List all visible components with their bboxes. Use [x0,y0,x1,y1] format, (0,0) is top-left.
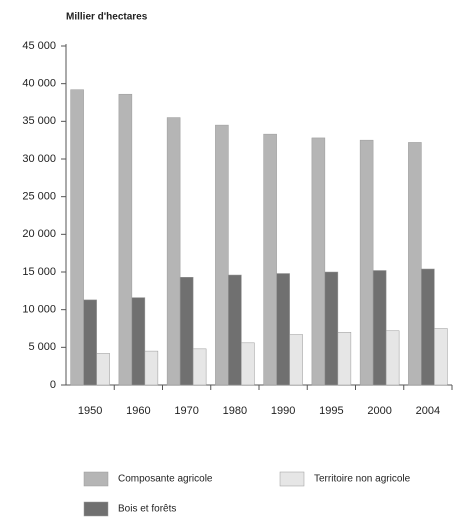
bar [166,117,181,386]
bar [324,271,339,386]
y-tick-label: 25 000 [22,191,56,203]
legend-swatch [83,471,109,487]
x-tick-label: 1960 [126,405,150,417]
y-tick-label: 10 000 [22,304,56,316]
bar [241,342,255,386]
legend-label: Composante agricole [118,474,213,485]
bar [337,332,352,386]
bar [215,124,229,386]
bar [311,137,326,386]
bar [179,277,194,386]
y-tick-label: 15 000 [22,266,56,278]
legend-label: Territoire non agricole [314,474,411,485]
bar [434,328,448,386]
bar [372,270,387,386]
x-tick-label: 1950 [78,405,102,417]
y-tick-label: 30 000 [22,153,56,165]
x-tick-label: 1995 [319,405,343,417]
y-axis-label: Millier d'hectares [66,12,148,23]
bar [385,330,400,386]
x-tick-label: 1970 [174,405,198,417]
bar [276,273,290,386]
bar [118,93,133,386]
bar [228,274,242,386]
bar [289,334,303,386]
bar [83,299,97,386]
y-tick-label: 5 000 [28,341,56,353]
y-tick-label: 35 000 [22,115,56,127]
bar [192,348,207,386]
bar [408,142,422,386]
y-tick-label: 0 [50,379,56,391]
y-tick-label: 40 000 [22,78,56,90]
x-tick-label: 2000 [367,405,391,417]
bar [359,139,374,386]
bar [144,350,159,386]
x-tick-label: 1990 [271,405,295,417]
y-tick-label: 20 000 [22,228,56,240]
bar [421,268,435,386]
x-tick-label: 1980 [223,405,247,417]
y-tick-label: 45 000 [22,40,56,52]
bar [70,89,84,386]
legend-label: Bois et forêts [118,504,176,515]
legend-swatch [279,471,305,487]
x-tick-label: 2004 [416,405,440,417]
bar [131,297,146,386]
legend-swatch [83,501,109,517]
bar [96,353,110,386]
bar [263,133,277,386]
